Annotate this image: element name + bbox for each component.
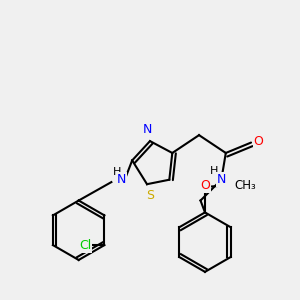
Text: N: N [217, 173, 226, 186]
Text: H: H [113, 167, 122, 177]
Text: N: N [117, 173, 127, 186]
Text: O: O [200, 179, 210, 192]
Text: S: S [146, 189, 154, 202]
Text: N: N [142, 123, 152, 136]
Text: CH₃: CH₃ [235, 179, 256, 192]
Text: Cl: Cl [79, 238, 91, 252]
Text: H: H [210, 167, 218, 176]
Text: O: O [254, 135, 263, 148]
